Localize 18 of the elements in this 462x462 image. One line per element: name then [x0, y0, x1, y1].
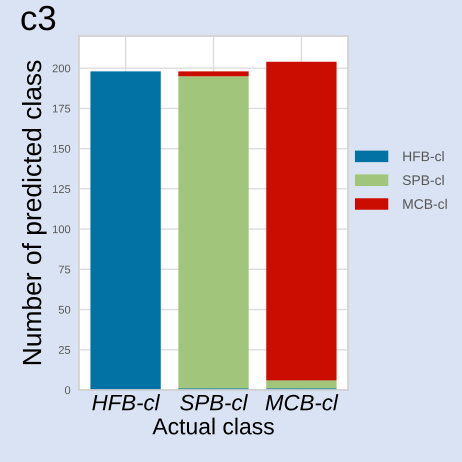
y-tick-label: 125	[52, 185, 70, 193]
legend-label: SPB-cl	[402, 174, 444, 186]
x-tick-label: HFB-cl	[92, 394, 160, 410]
legend-label: MCB-cl	[403, 198, 447, 209]
y-axis-title: Number of predicted class	[22, 60, 47, 364]
y-tick-label: 0	[64, 386, 70, 394]
y-tick-label: 25	[58, 346, 70, 354]
legend-label: HFB-cl	[403, 151, 444, 162]
y-tick-label: 175	[52, 104, 70, 113]
y-tick-label: 100	[52, 225, 70, 234]
x-tick-label: MCB-cl	[266, 394, 338, 410]
y-tick-label: 75	[58, 266, 70, 274]
x-tick-label: SPB-cl	[180, 394, 248, 410]
y-tick-label: 50	[58, 306, 70, 314]
chart-title: c3	[21, 6, 56, 30]
y-tick-label: 200	[52, 64, 70, 72]
x-axis-title: Actual class	[152, 418, 274, 434]
y-tick-label: 150	[52, 144, 70, 153]
